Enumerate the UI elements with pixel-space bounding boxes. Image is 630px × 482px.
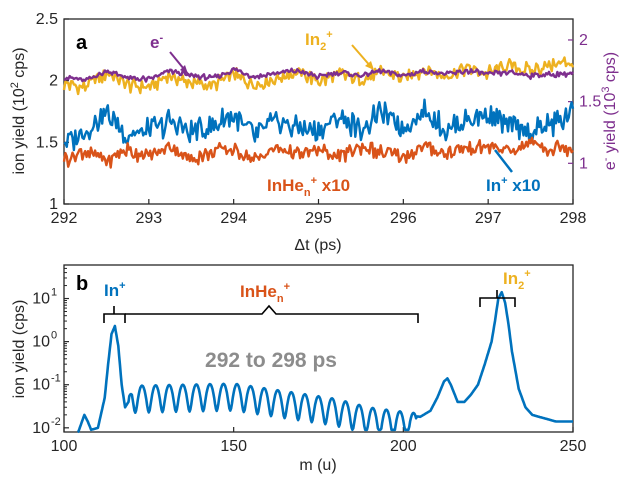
series-line <box>63 98 575 152</box>
peak-label-in2: In2+ <box>503 268 531 292</box>
label-in2-arrowhead <box>365 61 374 70</box>
panel-a-x-tick-label: 292 <box>51 210 78 227</box>
panel-b-y-tick-label: 10 <box>32 420 50 437</box>
panel-a: 292 293 294 295 296 297 298 11.522.5 11.52 a i… <box>9 11 619 254</box>
label-in: In+ x10 <box>486 175 541 195</box>
panel-a-y-ticks-right: 11.52 <box>568 32 601 172</box>
peak-label-in: In+ <box>104 280 126 300</box>
panel-a-y2-tick-label: 1.5 <box>579 94 601 111</box>
series-line <box>63 66 574 83</box>
bracket-inhe <box>125 304 419 323</box>
panel-b-y-tick-exponent: -2 <box>51 416 61 428</box>
panel-a-y2-tick-label: 1 <box>579 155 588 172</box>
label-electron: e- <box>150 32 163 52</box>
panel-b-y-tick-exponent: 0 <box>51 330 57 342</box>
label-in2: In2+ <box>305 29 333 53</box>
bracket-in <box>103 306 126 323</box>
panel-b-y-axis-label: ion yield (cps) <box>11 300 28 399</box>
panel-b-x-axis-label: m (u) <box>299 457 336 474</box>
panel-a-y-ticks-left: 1 1.5 2 2.5 <box>36 11 69 213</box>
label-electron-arrowhead <box>180 65 188 74</box>
panel-a-x-tick-label: 298 <box>560 210 587 227</box>
panel-a-x-tick-label: 295 <box>305 210 332 227</box>
panel-a-x-ticks: 292 293 294 295 296 297 298 <box>51 199 587 227</box>
panel-a-y2-axis-label: e- yield (103 cps) <box>600 52 619 170</box>
panel-b-y-tick-label: 10 <box>32 291 50 308</box>
panel-b-y-tick-exponent: 1 <box>51 287 57 299</box>
panel-a-x-tick-label: 294 <box>220 210 247 227</box>
panel-b-y-tick-exponent: -1 <box>51 373 61 385</box>
panel-a-y-axis-label: ion yield (102 cps) <box>9 47 28 174</box>
panel-b-x-tick-label: 150 <box>220 438 247 455</box>
label-inhe: InHen+ x10 <box>267 175 350 199</box>
series-line <box>62 136 574 169</box>
panel-a-y-tick-label: 1.5 <box>36 134 58 151</box>
panel-b-letter: b <box>76 273 88 295</box>
panel-b-x-tick-label: 250 <box>560 438 587 455</box>
panel-a-x-tick-label: 296 <box>390 210 417 227</box>
panel-a-x-tick-label: 297 <box>475 210 502 227</box>
spectrum-line <box>77 290 574 434</box>
panel-b-y-tick-label: 10 <box>32 377 50 394</box>
panel-b-x-tick-label: 100 <box>51 438 78 455</box>
panel-a-x-tick-label: 293 <box>135 210 162 227</box>
panel-a-y2-tick-label: 2 <box>579 32 588 49</box>
panel-b-y-tick-label: 10 <box>32 334 50 351</box>
peak-label-inhe: InHen+ <box>240 281 290 305</box>
bracket-in2 <box>479 290 516 307</box>
panel-a-x-axis-label: Δt (ps) <box>294 237 341 254</box>
panel-b-series <box>77 290 574 434</box>
panel-a-y-tick-label: 2 <box>49 73 58 90</box>
time-window-note: 292 to 298 ps <box>205 349 337 372</box>
label-in-pointer <box>494 149 513 173</box>
panel-a-y-tick-label: 2.5 <box>36 11 58 28</box>
panel-b-x-ticks: 100 150 200 250 <box>51 427 587 455</box>
panel-a-y-tick-label: 1 <box>49 196 58 213</box>
panel-b-x-tick-label: 200 <box>390 438 417 455</box>
panel-a-letter: a <box>76 32 88 54</box>
panel-a-series <box>62 56 575 169</box>
